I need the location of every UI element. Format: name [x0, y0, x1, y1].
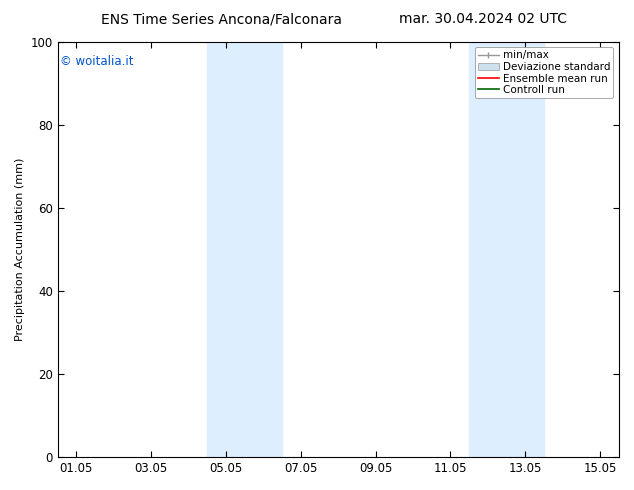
- Bar: [469, 42, 544, 457]
- Text: mar. 30.04.2024 02 UTC: mar. 30.04.2024 02 UTC: [399, 12, 567, 26]
- Y-axis label: Precipitation Accumulation (mm): Precipitation Accumulation (mm): [15, 158, 25, 341]
- Bar: [207, 42, 282, 457]
- Text: ENS Time Series Ancona/Falconara: ENS Time Series Ancona/Falconara: [101, 12, 342, 26]
- Text: © woitalia.it: © woitalia.it: [60, 54, 134, 68]
- Legend: min/max, Deviazione standard, Ensemble mean run, Controll run: min/max, Deviazione standard, Ensemble m…: [475, 47, 614, 98]
